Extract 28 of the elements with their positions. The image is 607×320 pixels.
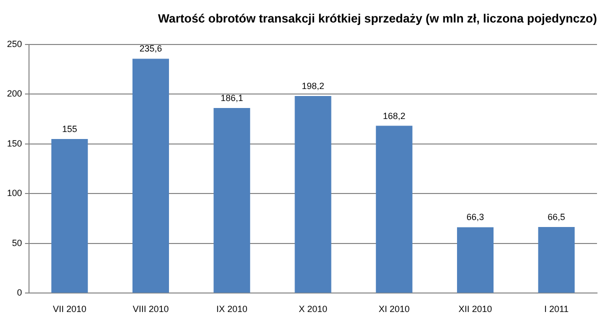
x-tick-label: XI 2010 xyxy=(378,304,410,314)
bar xyxy=(376,126,412,293)
bar xyxy=(132,58,169,293)
y-tick-label: 200 xyxy=(6,88,22,99)
x-tick-label: IX 2010 xyxy=(216,304,248,314)
data-label: 66,3 xyxy=(466,212,484,222)
x-tick-label: VII 2010 xyxy=(52,304,86,314)
x-tick-label: X 2010 xyxy=(298,304,328,314)
bar xyxy=(294,96,332,293)
y-tick-label: 0 xyxy=(17,288,22,298)
bar xyxy=(51,138,88,293)
data-label: 155 xyxy=(62,124,78,134)
bar xyxy=(538,227,575,293)
y-tick-label: 100 xyxy=(6,188,22,198)
y-tick-label: 150 xyxy=(6,138,22,148)
bar xyxy=(457,227,494,293)
data-label: 198,2 xyxy=(302,80,324,91)
data-label: 235,6 xyxy=(139,44,162,54)
x-tick-label: XII 2010 xyxy=(458,304,492,314)
chart-title: Wartość obrotów transakcji krótkiej sprzedaży (w mln zł, liczona pojedynczo) xyxy=(158,12,597,26)
data-label: 186,1 xyxy=(220,92,244,103)
x-tick-label: I 2011 xyxy=(544,304,569,314)
bar xyxy=(214,108,250,293)
data-label: 66,5 xyxy=(548,212,566,222)
y-tick-label: 250 xyxy=(6,38,22,49)
data-label: 168,2 xyxy=(382,110,406,121)
x-tick-label: VIII 2010 xyxy=(132,304,169,314)
y-tick-label: 50 xyxy=(12,238,22,248)
